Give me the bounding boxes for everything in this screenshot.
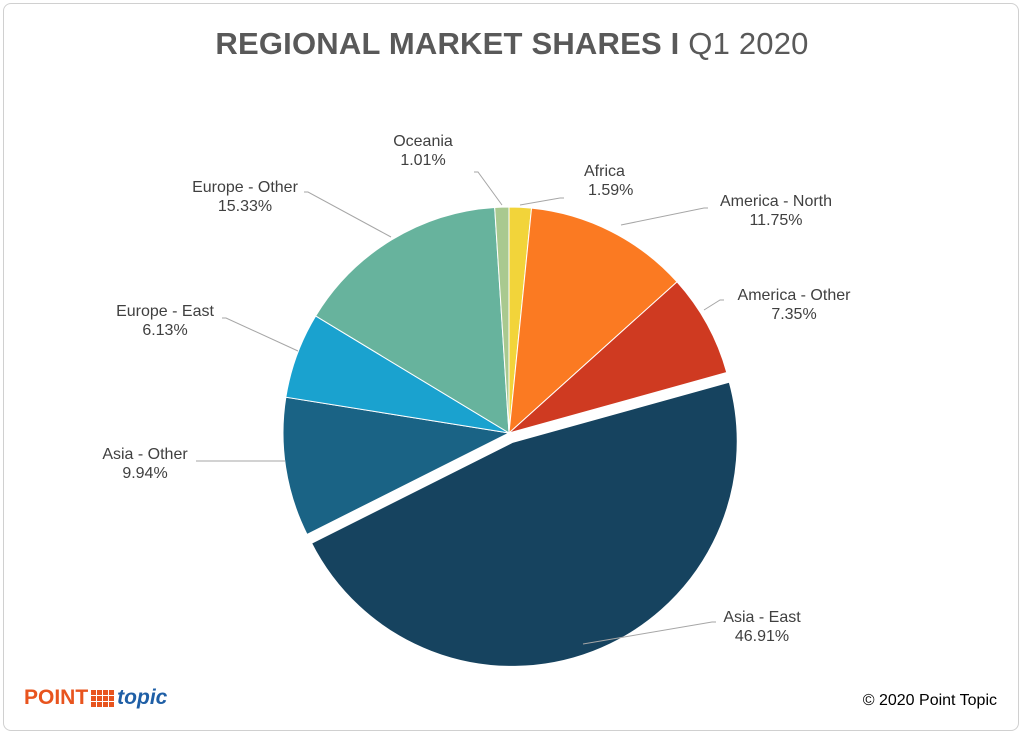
pie-slice-america-other	[508, 281, 728, 434]
slice-label-value-europe-east: 6.13%	[142, 322, 187, 339]
slice-label-value-oceania: 1.01%	[400, 152, 445, 169]
logo-point-text: POINT	[24, 686, 89, 709]
slice-label-value-europe-other: 15.33%	[218, 198, 272, 215]
slice-label-name-europe-east: Europe - East	[116, 303, 214, 320]
slice-label-value-america-north: 11.75%	[749, 212, 802, 229]
chart-title-period: Q1 2020	[679, 26, 809, 61]
leader-line-america-north	[620, 207, 708, 226]
slice-label-value-africa: 1.59%	[588, 182, 633, 199]
leader-line-asia-east	[582, 621, 716, 645]
chart-title: REGIONAL MARKET SHARES I Q1 2020	[0, 26, 1024, 62]
pie-slice-europe-other	[314, 206, 510, 434]
point-topic-logo: POINT topic	[24, 686, 167, 710]
slice-label-name-asia-other: Asia - Other	[102, 446, 188, 463]
slice-label-name-america-north: America - North	[720, 193, 832, 210]
slice-label-name-europe-other: Europe - Other	[192, 179, 299, 196]
pie-slice-america-north	[508, 207, 678, 435]
leader-line-europe-east	[222, 317, 299, 352]
pie-slice-asia-other	[282, 396, 511, 536]
leader-line-africa	[519, 197, 564, 206]
pie-slice-oceania	[494, 206, 510, 434]
leader-line-europe-other	[304, 191, 392, 238]
slice-label-value-asia-other: 9.94%	[122, 465, 167, 482]
slice-label-value-asia-east: 46.91%	[735, 628, 789, 645]
copyright-text: © 2020 Point Topic	[862, 692, 997, 709]
slice-label-name-africa: Africa	[584, 163, 625, 180]
chart-title-bold: REGIONAL MARKET SHARES I	[215, 26, 680, 61]
leader-line-america-other	[703, 299, 724, 311]
logo-grid-icon	[91, 689, 115, 707]
logo-topic-text: topic	[117, 686, 168, 709]
slice-label-name-asia-east: Asia - East	[723, 609, 801, 626]
slice-label-name-oceania: Oceania	[393, 133, 453, 150]
pie-slice-asia-east	[308, 379, 740, 669]
slice-label-value-america-other: 7.35%	[771, 306, 816, 323]
leader-line-oceania	[474, 171, 503, 206]
slice-label-name-america-other: America - Other	[738, 287, 852, 304]
